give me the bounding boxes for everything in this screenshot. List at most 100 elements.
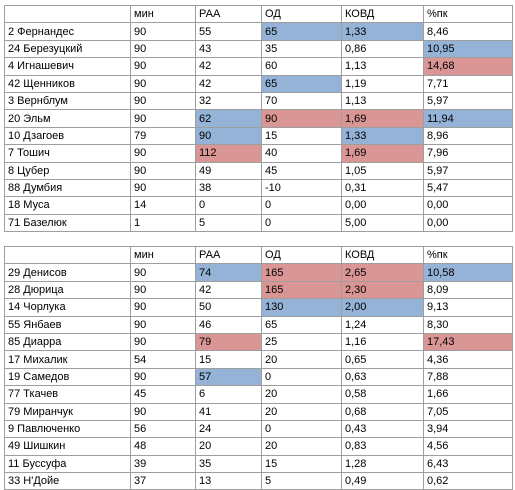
cell-pk-percent[interactable]: 8,30	[423, 315, 513, 334]
cell-pk-percent[interactable]: 10,58	[423, 263, 513, 282]
cell-raa[interactable]: 24	[195, 419, 262, 439]
cell-minutes[interactable]: 90	[130, 109, 196, 128]
cell-kovd[interactable]: 0,49	[341, 472, 424, 490]
cell-kovd[interactable]: 2,30	[341, 280, 424, 300]
cell-kovd[interactable]: 1,13	[341, 91, 424, 111]
cell-player-name[interactable]: 19 Самедов	[4, 367, 131, 387]
cell-od[interactable]: 70	[261, 91, 342, 111]
cell-kovd[interactable]: 0,58	[341, 385, 424, 404]
cell-pk-percent[interactable]: 4,56	[423, 437, 513, 456]
cell-pk-percent[interactable]: 5,97	[423, 91, 513, 111]
column-header-raa[interactable]: РАА	[195, 245, 262, 265]
cell-kovd[interactable]: 1,16	[341, 332, 424, 352]
cell-od[interactable]: 20	[261, 385, 342, 404]
cell-player-name[interactable]: 3 Вернблум	[4, 91, 131, 111]
cell-od[interactable]: 65	[261, 315, 342, 334]
cell-minutes[interactable]: 54	[130, 350, 196, 369]
cell-od[interactable]: 165	[261, 280, 342, 300]
cell-minutes[interactable]: 90	[130, 144, 196, 163]
cell-player-name[interactable]: 10 Дзагоев	[4, 126, 131, 146]
cell-player-name[interactable]: 88 Думбия	[4, 178, 131, 198]
cell-minutes[interactable]: 79	[130, 126, 196, 146]
cell-player-name[interactable]: 28 Дюрица	[4, 280, 131, 300]
cell-od[interactable]: 0	[261, 419, 342, 439]
cell-raa[interactable]: 15	[195, 350, 262, 369]
cell-raa[interactable]: 6	[195, 385, 262, 404]
cell-minutes[interactable]: 90	[130, 280, 196, 300]
cell-od[interactable]: 15	[261, 126, 342, 146]
cell-player-name[interactable]: 14 Чорлука	[4, 298, 131, 317]
cell-player-name[interactable]: 29 Денисов	[4, 263, 131, 282]
cell-player-name[interactable]: 11 Буссуфа	[4, 454, 131, 474]
cell-player-name[interactable]: 24 Березуцкий	[4, 39, 131, 59]
cell-raa[interactable]: 46	[195, 315, 262, 334]
cell-kovd[interactable]: 5,00	[341, 213, 424, 233]
cell-minutes[interactable]: 14	[130, 196, 196, 215]
cell-raa[interactable]: 38	[195, 178, 262, 198]
cell-player-name[interactable]: 2 Фернандес	[4, 22, 131, 41]
column-header-kovd[interactable]: КОВД	[341, 4, 424, 24]
cell-od[interactable]: 5	[261, 472, 342, 490]
cell-kovd[interactable]: 0,31	[341, 178, 424, 198]
cell-minutes[interactable]: 90	[130, 91, 196, 111]
cell-minutes[interactable]: 90	[130, 263, 196, 282]
cell-minutes[interactable]: 90	[130, 332, 196, 352]
cell-player-name[interactable]: 85 Диарра	[4, 332, 131, 352]
cell-raa[interactable]: 79	[195, 332, 262, 352]
cell-od[interactable]: 0	[261, 367, 342, 387]
cell-player-name[interactable]: 49 Шишкин	[4, 437, 131, 456]
cell-raa[interactable]: 42	[195, 74, 262, 93]
cell-kovd[interactable]: 1,24	[341, 315, 424, 334]
cell-pk-percent[interactable]: 0,00	[423, 213, 513, 233]
cell-pk-percent[interactable]: 8,09	[423, 280, 513, 300]
cell-raa[interactable]: 41	[195, 402, 262, 421]
cell-od[interactable]: 45	[261, 161, 342, 180]
cell-raa[interactable]: 0	[195, 196, 262, 215]
cell-kovd[interactable]: 1,69	[341, 144, 424, 163]
cell-minutes[interactable]: 90	[130, 39, 196, 59]
cell-minutes[interactable]: 90	[130, 178, 196, 198]
cell-player-name[interactable]: 33 Н'Дойе	[4, 472, 131, 490]
cell-player-name[interactable]: 79 Миранчук	[4, 402, 131, 421]
cell-pk-percent[interactable]: 14,68	[423, 57, 513, 76]
cell-raa[interactable]: 49	[195, 161, 262, 180]
cell-kovd[interactable]: 1,05	[341, 161, 424, 180]
cell-player-name[interactable]: 20 Эльм	[4, 109, 131, 128]
cell-minutes[interactable]: 90	[130, 22, 196, 41]
cell-pk-percent[interactable]: 0,00	[423, 196, 513, 215]
cell-kovd[interactable]: 2,65	[341, 263, 424, 282]
cell-pk-percent[interactable]: 17,43	[423, 332, 513, 352]
cell-minutes[interactable]: 90	[130, 367, 196, 387]
cell-od[interactable]: 15	[261, 454, 342, 474]
cell-minutes[interactable]: 56	[130, 419, 196, 439]
cell-player-name[interactable]: 17 Михалик	[4, 350, 131, 369]
cell-raa[interactable]: 57	[195, 367, 262, 387]
cell-od[interactable]: 40	[261, 144, 342, 163]
cell-raa[interactable]: 74	[195, 263, 262, 282]
cell-kovd[interactable]: 0,43	[341, 419, 424, 439]
cell-pk-percent[interactable]: 7,96	[423, 144, 513, 163]
cell-player-name[interactable]: 71 Базелюк	[4, 213, 131, 233]
cell-od[interactable]: 60	[261, 57, 342, 76]
cell-od[interactable]: 0	[261, 196, 342, 215]
cell-player-name[interactable]: 42 Щенников	[4, 74, 131, 93]
cell-pk-percent[interactable]: 0,62	[423, 472, 513, 490]
cell-raa[interactable]: 32	[195, 91, 262, 111]
cell-raa[interactable]: 20	[195, 437, 262, 456]
cell-kovd[interactable]: 1,19	[341, 74, 424, 93]
cell-minutes[interactable]: 90	[130, 402, 196, 421]
cell-od[interactable]: 90	[261, 109, 342, 128]
cell-player-name[interactable]: 8 Цубер	[4, 161, 131, 180]
cell-kovd[interactable]: 0,65	[341, 350, 424, 369]
cell-raa[interactable]: 42	[195, 57, 262, 76]
cell-pk-percent[interactable]: 8,96	[423, 126, 513, 146]
cell-minutes[interactable]: 90	[130, 57, 196, 76]
cell-raa[interactable]: 5	[195, 213, 262, 233]
cell-kovd[interactable]: 0,00	[341, 196, 424, 215]
cell-minutes[interactable]: 37	[130, 472, 196, 490]
cell-raa[interactable]: 90	[195, 126, 262, 146]
cell-pk-percent[interactable]: 5,97	[423, 161, 513, 180]
cell-kovd[interactable]: 0,86	[341, 39, 424, 59]
cell-minutes[interactable]: 39	[130, 454, 196, 474]
cell-raa[interactable]: 13	[195, 472, 262, 490]
